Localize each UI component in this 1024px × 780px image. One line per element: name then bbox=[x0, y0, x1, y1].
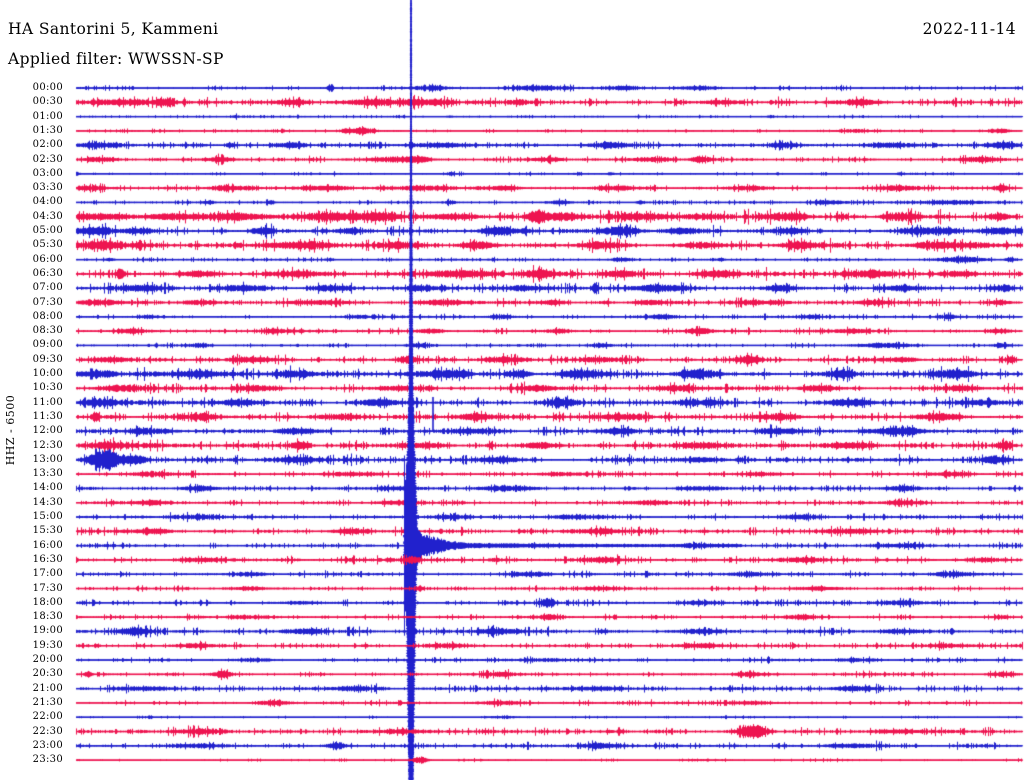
time-label: 13:00 bbox=[32, 453, 63, 465]
time-label: 21:00 bbox=[32, 682, 63, 694]
time-label: 05:00 bbox=[32, 225, 63, 236]
time-label: 06:00 bbox=[32, 253, 63, 265]
time-label: 02:00 bbox=[32, 139, 63, 151]
time-label: 04:00 bbox=[32, 196, 63, 208]
time-label: 18:30 bbox=[32, 611, 63, 623]
time-label: 16:00 bbox=[32, 539, 63, 551]
time-label: 11:30 bbox=[32, 410, 63, 422]
time-label: 14:00 bbox=[32, 482, 63, 494]
time-label: 08:00 bbox=[32, 310, 63, 322]
time-label: 19:30 bbox=[32, 639, 63, 651]
time-label: 17:00 bbox=[32, 568, 63, 580]
time-label: 14:30 bbox=[32, 496, 63, 508]
time-label: 15:00 bbox=[32, 511, 63, 522]
time-label: 01:30 bbox=[32, 124, 63, 136]
time-label: 11:00 bbox=[32, 396, 63, 408]
time-label: 20:30 bbox=[32, 668, 63, 680]
time-label: 17:30 bbox=[32, 582, 63, 594]
time-label: 00:00 bbox=[32, 82, 63, 93]
time-label: 20:00 bbox=[32, 654, 63, 665]
time-label: 09:30 bbox=[32, 353, 63, 365]
time-label: 23:30 bbox=[32, 754, 63, 766]
time-label: 01:00 bbox=[32, 110, 63, 122]
time-label: 22:00 bbox=[32, 711, 63, 723]
time-label: 18:00 bbox=[32, 596, 63, 608]
time-label: 13:30 bbox=[32, 468, 63, 480]
time-label: 12:30 bbox=[32, 439, 63, 451]
time-label: 21:30 bbox=[32, 696, 63, 708]
station-title: HA Santorini 5, Kammeni bbox=[8, 20, 219, 38]
date-label: 2022-11-14 bbox=[922, 20, 1016, 38]
time-label: 05:30 bbox=[32, 239, 63, 251]
time-label: 22:30 bbox=[32, 725, 63, 737]
time-label: 23:00 bbox=[32, 739, 63, 751]
time-label: 12:00 bbox=[32, 425, 63, 437]
applied-filter-label: Applied filter: WWSSN-SP bbox=[8, 50, 224, 68]
time-label: 03:00 bbox=[32, 167, 63, 179]
time-label: 19:00 bbox=[32, 625, 63, 637]
time-label: 10:00 bbox=[32, 368, 63, 379]
time-label: 06:30 bbox=[32, 267, 63, 279]
time-label: 07:30 bbox=[32, 296, 63, 308]
time-label: 04:30 bbox=[32, 210, 63, 222]
time-label: 08:30 bbox=[32, 325, 63, 337]
time-label: 10:30 bbox=[32, 382, 63, 394]
time-label: 16:30 bbox=[32, 553, 63, 565]
time-label: 07:00 bbox=[32, 282, 63, 294]
time-label: 02:30 bbox=[32, 153, 63, 165]
time-label: 03:30 bbox=[32, 182, 63, 194]
time-label: 00:30 bbox=[32, 96, 63, 108]
time-label: 09:00 bbox=[32, 339, 63, 351]
time-label: 15:30 bbox=[32, 525, 63, 537]
